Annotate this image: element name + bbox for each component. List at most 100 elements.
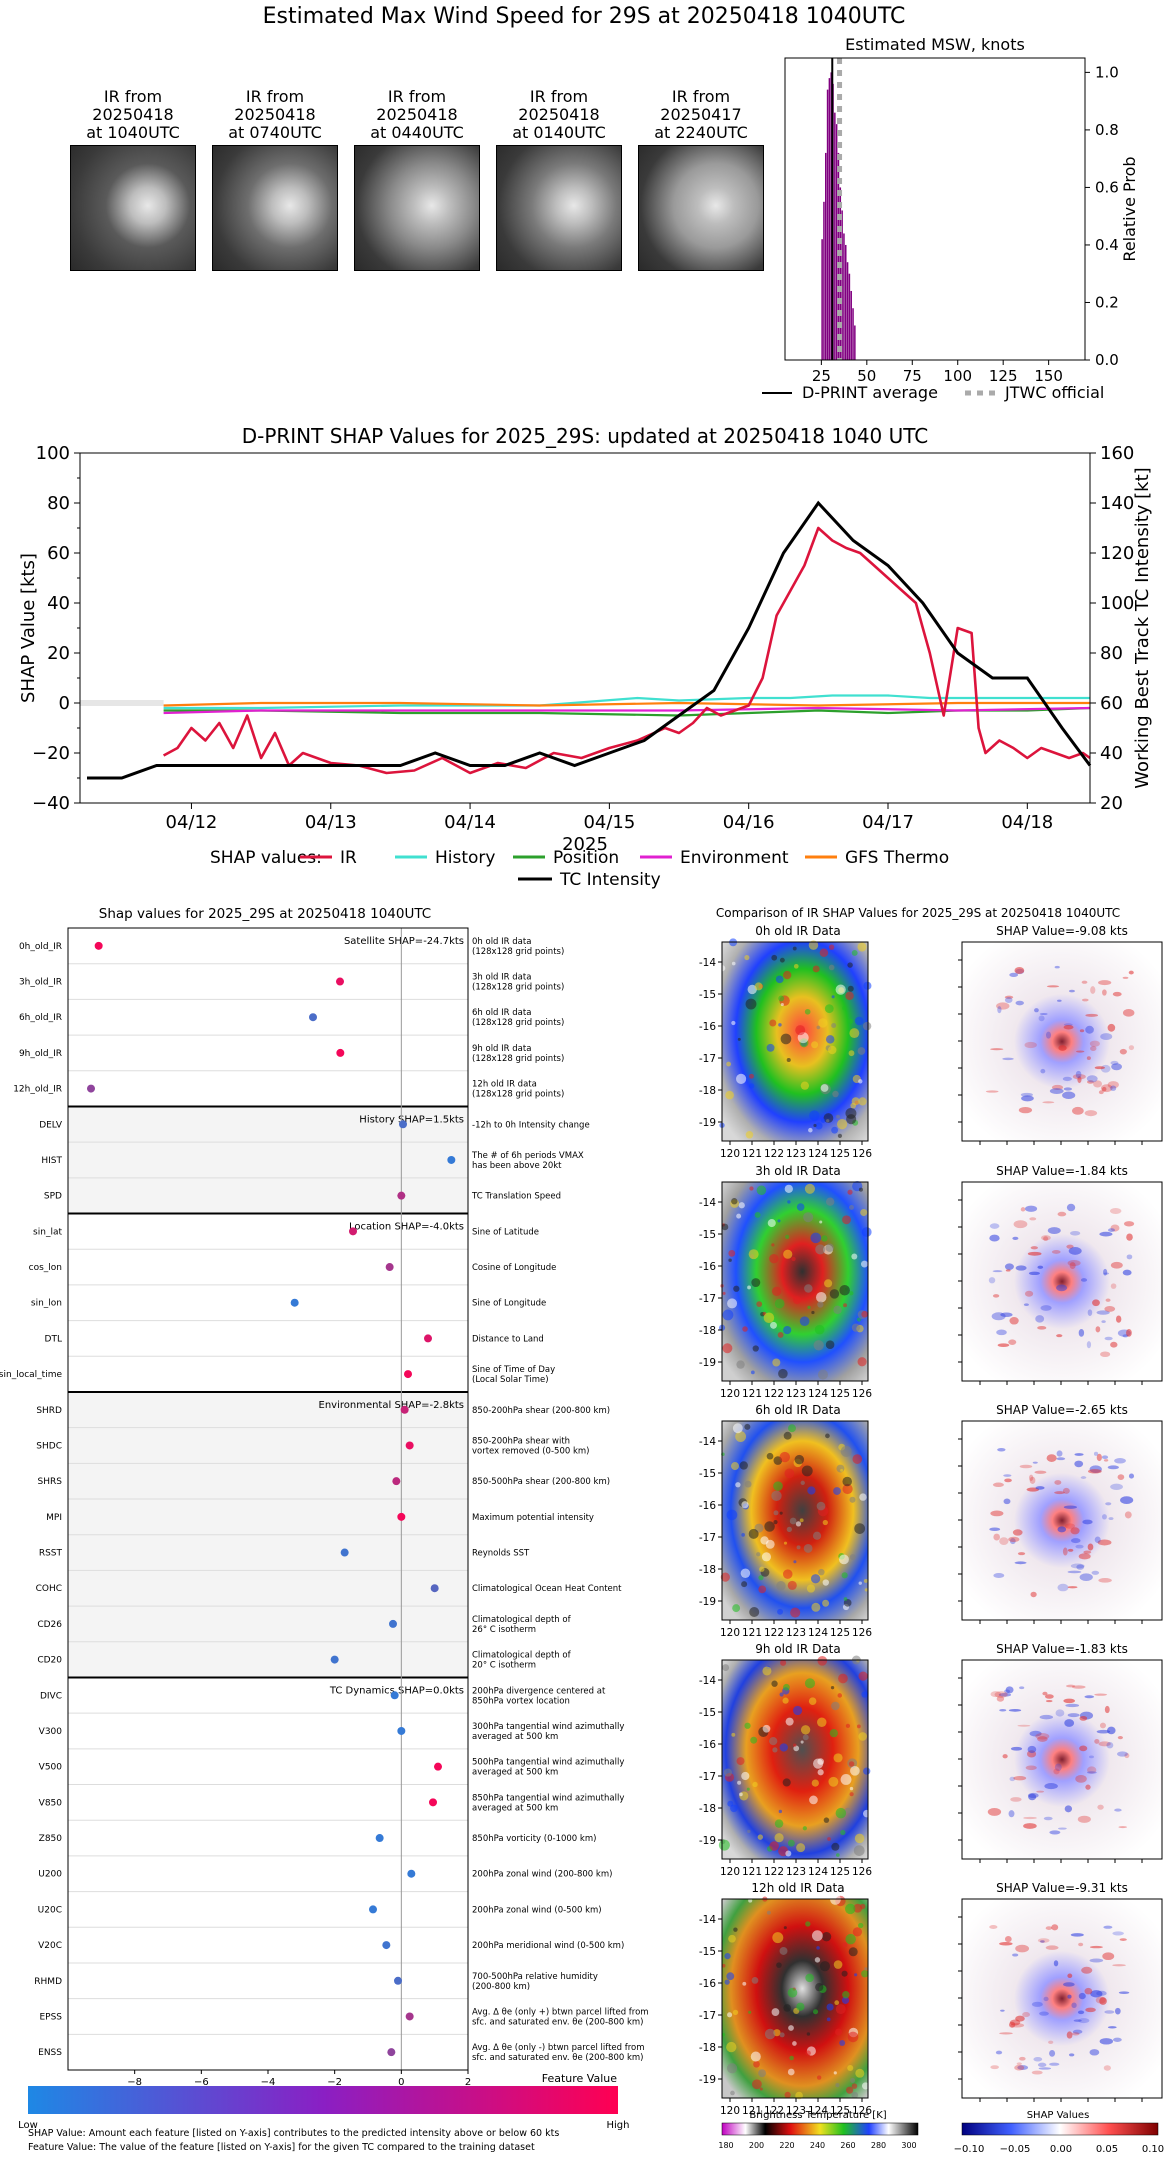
irc-shap-texture bbox=[1042, 1101, 1055, 1104]
irc-ir-texture bbox=[762, 1666, 772, 1676]
irc-shap-texture bbox=[1074, 1453, 1084, 1456]
irc-ir-texture bbox=[731, 1198, 738, 1205]
irc-ir-texture bbox=[851, 1323, 861, 1332]
irc-shap-texture bbox=[1040, 1068, 1046, 1074]
irc-ir-texture bbox=[860, 1260, 868, 1268]
irc-shap-texture bbox=[1008, 1339, 1017, 1345]
irc-shap-texture bbox=[996, 1329, 1007, 1336]
irc-ir-texture bbox=[788, 1424, 796, 1433]
irc-shap-texture bbox=[992, 1482, 1004, 1488]
irc-shap-texture bbox=[1086, 1075, 1098, 1083]
irc-lat-tick-label: -16 bbox=[699, 1021, 716, 1033]
ir-thumbnail: IR from 20250418 at 0140UTC bbox=[496, 88, 622, 271]
irc-ir-texture bbox=[824, 1004, 834, 1014]
irc-ir-texture bbox=[720, 1572, 730, 1582]
feat-name-label: sin_lat bbox=[33, 1227, 62, 1237]
irc-lon-tick-label: 124 bbox=[808, 1627, 828, 1639]
irc-ir-texture bbox=[722, 1291, 726, 1295]
irc-ir-texture bbox=[845, 991, 854, 1001]
irc-ir-texture bbox=[766, 1910, 771, 1915]
irc-shap-texture bbox=[1081, 980, 1088, 984]
irc-shap-texture bbox=[995, 2050, 1003, 2055]
irc-ir-texture bbox=[778, 1809, 782, 1814]
irc-shap-texture bbox=[1005, 1686, 1014, 1694]
irc-lat-tick-label: -17 bbox=[699, 1771, 716, 1783]
irc-shap-texture bbox=[1063, 1698, 1076, 1704]
irc-shap-texture bbox=[1066, 1203, 1076, 1212]
feat-x-tick-label: 0 bbox=[398, 2077, 404, 2088]
irc-ir-texture bbox=[750, 1736, 758, 1744]
feat-dot bbox=[397, 1512, 406, 1521]
irc-ir-texture bbox=[819, 1961, 831, 1972]
irc-shap-texture bbox=[1039, 1012, 1048, 1016]
irc-shap-texture bbox=[1044, 1694, 1054, 1699]
irc-ir-texture bbox=[817, 1717, 827, 1727]
irc-shap-texture bbox=[993, 1572, 1005, 1578]
irc-shap-texture bbox=[1097, 1804, 1104, 1810]
ts-y2-tick-label: 140 bbox=[1100, 493, 1134, 514]
feat-name-label: SHRS bbox=[38, 1477, 63, 1487]
feat-dot bbox=[309, 1013, 317, 1022]
feat-name-label: sin_local_time bbox=[0, 1370, 62, 1380]
feat-desc-label: 12h old IR data bbox=[472, 1080, 537, 1090]
irc-shap-texture bbox=[1043, 1236, 1049, 1241]
irc-shap-texture bbox=[1020, 1207, 1026, 1212]
feat-dot bbox=[94, 941, 103, 950]
ir-thumbnail-caption: IR from bbox=[103, 87, 163, 106]
irc-shap-texture bbox=[1021, 1095, 1034, 1102]
hist-bar bbox=[834, 112, 836, 361]
irc-ir-texture bbox=[726, 1061, 732, 1067]
ts-y-tick-label: 80 bbox=[47, 493, 70, 514]
irc-ir-texture bbox=[826, 2003, 834, 2011]
irc-lon-tick-label: 122 bbox=[764, 1148, 784, 1160]
irc-shap-texture bbox=[1035, 1733, 1050, 1740]
irc-ir-texture bbox=[825, 1243, 834, 1253]
hist-bar bbox=[823, 201, 825, 360]
irc-ir-texture bbox=[808, 1697, 817, 1705]
irc-lat-tick-label: -19 bbox=[699, 2074, 716, 2086]
irc-ir-texture bbox=[723, 1768, 732, 1777]
irc-ir-texture bbox=[746, 1787, 750, 1791]
irc-shap-texture bbox=[1114, 1808, 1122, 1812]
irc-shap-texture bbox=[1107, 1465, 1119, 1470]
irc-ir-texture bbox=[779, 1743, 788, 1752]
irc-ir-title: 12h old IR Data bbox=[751, 1881, 844, 1895]
irc-shap-texture bbox=[1022, 2012, 1030, 2018]
irc-ir-texture bbox=[831, 1023, 837, 1028]
irc-ir-texture bbox=[821, 1931, 832, 1942]
irc-bt-tick-label: 200 bbox=[749, 2141, 764, 2150]
irc-ir-texture bbox=[846, 2086, 854, 2094]
irc-shap-texture bbox=[1012, 1529, 1023, 1536]
irc-ir-texture bbox=[787, 2068, 795, 2076]
irc-ir-texture bbox=[780, 1003, 784, 1007]
hist-bar bbox=[821, 239, 823, 360]
ir-thumbnail-caption: at 2240UTC bbox=[654, 123, 748, 142]
irc-shap-texture bbox=[1049, 1830, 1061, 1835]
irc-ir-texture bbox=[750, 1370, 755, 1375]
irc-lon-tick-label: 124 bbox=[808, 2105, 828, 2117]
irc-shap-texture bbox=[1049, 1088, 1064, 1094]
irc-shap-texture bbox=[1099, 1231, 1113, 1237]
irc-shap-texture bbox=[1093, 1451, 1099, 1456]
irc-ir-texture bbox=[842, 1476, 852, 1487]
irc-shap-texture bbox=[1098, 1741, 1111, 1747]
irc-shap-texture bbox=[1037, 1265, 1044, 1269]
irc-ir-texture bbox=[773, 1520, 778, 1525]
irc-shap-texture bbox=[1057, 1583, 1069, 1592]
irc-ir-texture bbox=[779, 1451, 791, 1463]
irc-shap-texture bbox=[1016, 2062, 1022, 2066]
ts-y-tick-label: 20 bbox=[47, 643, 70, 664]
irc-lat-tick-label: -15 bbox=[699, 1229, 716, 1241]
irc-ir-image bbox=[722, 1660, 868, 1859]
irc-bt-tick-label: 280 bbox=[871, 2141, 886, 2150]
irc-ir-texture bbox=[783, 970, 792, 980]
hist-x-tick-label: 50 bbox=[857, 367, 876, 385]
irc-ir-texture bbox=[783, 1926, 787, 1930]
irc-ir-texture bbox=[766, 1043, 775, 1052]
ir-shap-comparison: Comparison of IR SHAP Values for 2025_29… bbox=[699, 906, 1164, 2155]
feat-dot bbox=[407, 1869, 416, 1878]
irc-shap-texture bbox=[1095, 1326, 1101, 1333]
irc-shap-texture bbox=[1037, 2062, 1047, 2068]
irc-ir-texture bbox=[804, 1284, 813, 1293]
irc-shap-texture bbox=[1100, 1351, 1111, 1358]
